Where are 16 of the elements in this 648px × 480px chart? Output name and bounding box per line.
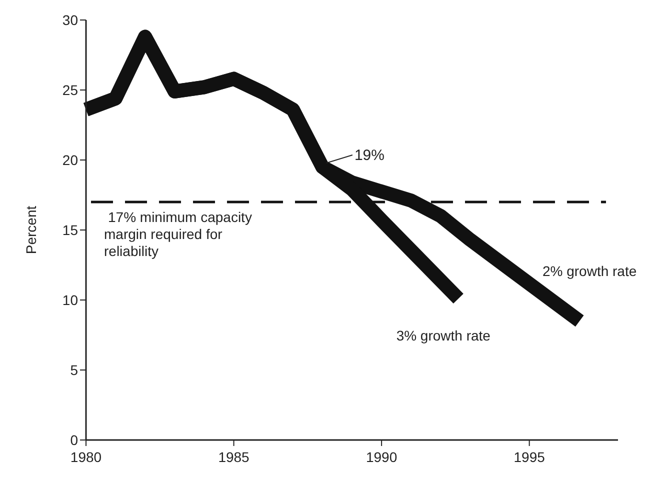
y-axis-title: Percent	[23, 206, 39, 254]
x-tick-label: 1990	[366, 449, 398, 465]
x-tick-label: 1985	[218, 449, 250, 465]
y-tick-label: 5	[70, 362, 78, 378]
text: 3% growth rate	[396, 328, 491, 344]
y-tick-label: 20	[62, 152, 78, 168]
series-label: 2% growth rate	[542, 263, 637, 279]
y-tick-label: 0	[70, 432, 78, 448]
x-tick-label: 1980	[70, 449, 102, 465]
ref-line-label: 17% minimum capacity margin required for reliability	[104, 209, 252, 259]
y-tick-label: 10	[62, 292, 78, 308]
annotation: 19%	[354, 147, 384, 164]
y-tick-label: 25	[62, 82, 78, 98]
y-tick-label: 30	[62, 12, 78, 28]
x-tick-label: 1995	[514, 449, 546, 465]
y-tick-label: 15	[62, 222, 78, 238]
